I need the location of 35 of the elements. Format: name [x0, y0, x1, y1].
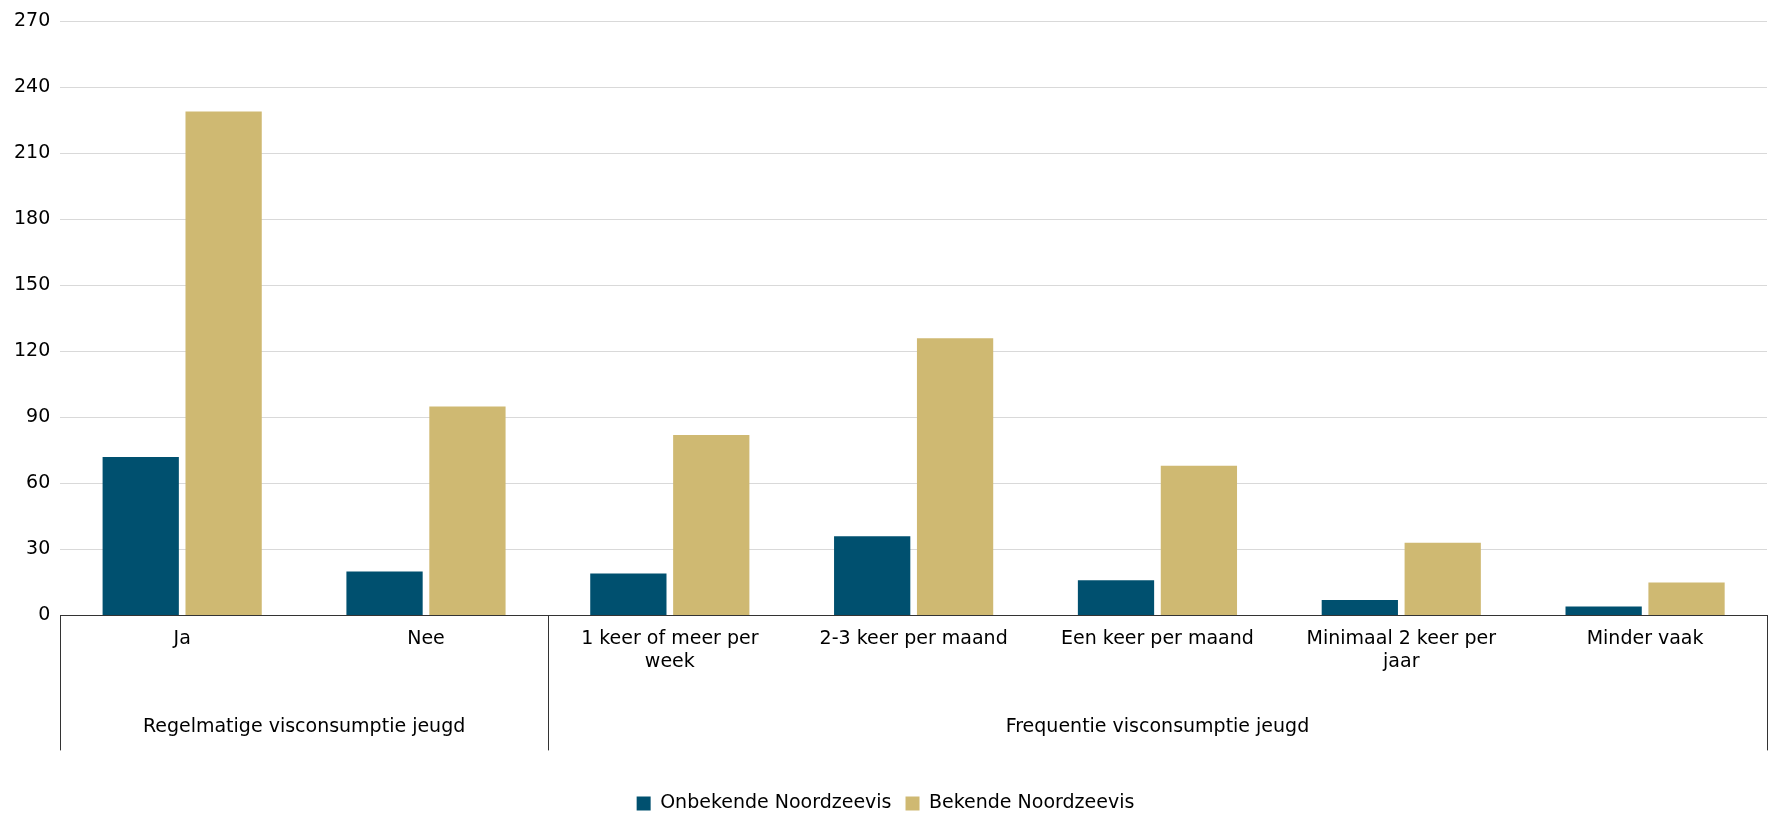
legend-label: Bekende Noordzeevis	[929, 790, 1135, 813]
y-tick-label: 180	[14, 206, 51, 229]
bar	[346, 571, 423, 615]
x-tick-label: Ja	[172, 625, 191, 648]
y-tick-label: 0	[38, 602, 51, 625]
y-tick-label: 150	[14, 272, 51, 295]
y-tick-label: 30	[26, 536, 51, 559]
y-tick-label: 270	[14, 8, 51, 31]
bar	[1160, 465, 1238, 615]
bar	[1321, 600, 1398, 615]
bar	[1565, 606, 1642, 615]
bar	[185, 111, 262, 615]
y-tick-label: 210	[14, 140, 51, 163]
x-tick-label: Minder vaak	[1586, 625, 1704, 648]
x-tick-label: Nee	[407, 625, 445, 648]
bar	[1077, 580, 1155, 615]
x-tick-label: Een keer per maand	[1061, 625, 1254, 648]
text: Frequentie visconsumptie jeugd	[1005, 714, 1310, 737]
bar	[590, 573, 667, 615]
y-tick-label: 120	[14, 338, 51, 361]
x-tick-label: 2-3 keer per maand	[819, 625, 1008, 648]
bar	[916, 338, 994, 615]
bar	[1404, 542, 1481, 615]
y-tick-label: 60	[26, 470, 51, 493]
bar	[102, 457, 179, 615]
bar	[1648, 582, 1725, 615]
y-tick-label: 90	[26, 404, 51, 427]
text: Regelmatige visconsumptie jeugd	[142, 714, 466, 737]
bar	[673, 435, 750, 615]
bar	[429, 406, 506, 615]
y-tick-label: 240	[14, 74, 51, 97]
bar	[834, 536, 911, 615]
x-tick-label: Minimaal 2 keer per jaar	[1306, 625, 1497, 671]
legend-label: Onbekende Noordzeevis	[660, 790, 892, 813]
x-tick-label: 1 keer of meer per week	[581, 625, 759, 671]
